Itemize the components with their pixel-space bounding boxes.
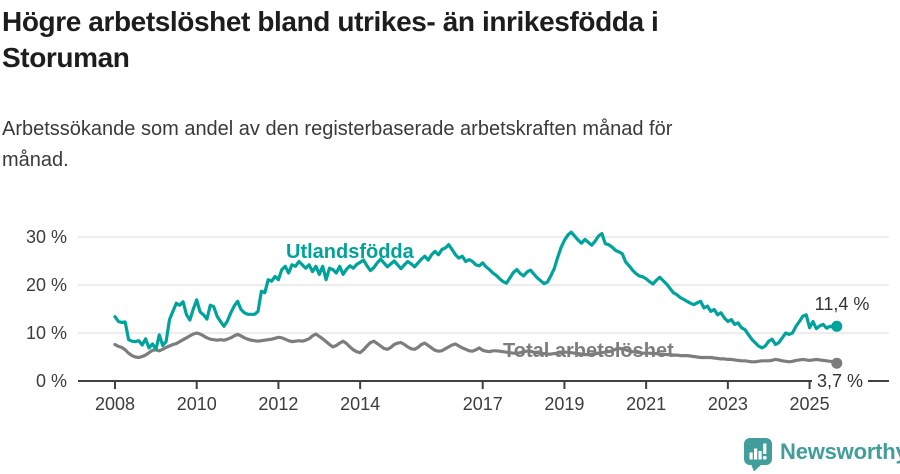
chart-subtitle: Arbetssökande som andel av den registerb…: [2, 114, 892, 176]
svg-text:2019: 2019: [544, 394, 584, 414]
svg-text:2012: 2012: [258, 394, 298, 414]
chart-subtitle-line1: Arbetssökande som andel av den registerb…: [2, 118, 673, 140]
svg-text:30 %: 30 %: [26, 227, 67, 247]
svg-text:2008: 2008: [95, 394, 135, 414]
svg-text:2017: 2017: [463, 394, 503, 414]
end-value-label-total-background: [812, 372, 868, 390]
svg-text:0 %: 0 %: [36, 371, 67, 391]
end-value-label-utlandsfodda: 11,4 %: [815, 294, 870, 314]
page-title: Högre arbetslöshet bland utrikes- än inr…: [2, 4, 892, 76]
chart-gridlines: 0 % 10 % 20 % 30 %: [26, 227, 889, 391]
end-value-label-total: 3,7 %: [817, 371, 863, 391]
page-title-line1: Högre arbetslöshet bland utrikes- än inr…: [2, 6, 659, 37]
svg-text:20 %: 20 %: [26, 275, 67, 295]
newsworthy-logo-icon: [744, 438, 772, 472]
chart-series: [113, 230, 843, 369]
series-label-total-arbetsloshet: Total arbetslöshet: [503, 340, 674, 362]
svg-text:2010: 2010: [177, 394, 217, 414]
svg-text:2021: 2021: [626, 394, 666, 414]
page-title-line2: Storuman: [2, 42, 130, 73]
series-label-utlandsfodda: Utlandsfödda: [286, 241, 415, 263]
svg-text:2023: 2023: [708, 394, 748, 414]
svg-text:2025: 2025: [790, 394, 830, 414]
svg-text:10 %: 10 %: [26, 323, 67, 343]
newsworthy-wordmark: Newsworthy: [780, 439, 900, 464]
newsworthy-brand: Newsworthy: [744, 438, 900, 472]
svg-text:2014: 2014: [340, 394, 380, 414]
chart-subtitle-line2: månad.: [2, 149, 69, 171]
chart-axis: 2008 2010 2012 2014 2017 2019 2021 2023 2025: [78, 380, 889, 414]
